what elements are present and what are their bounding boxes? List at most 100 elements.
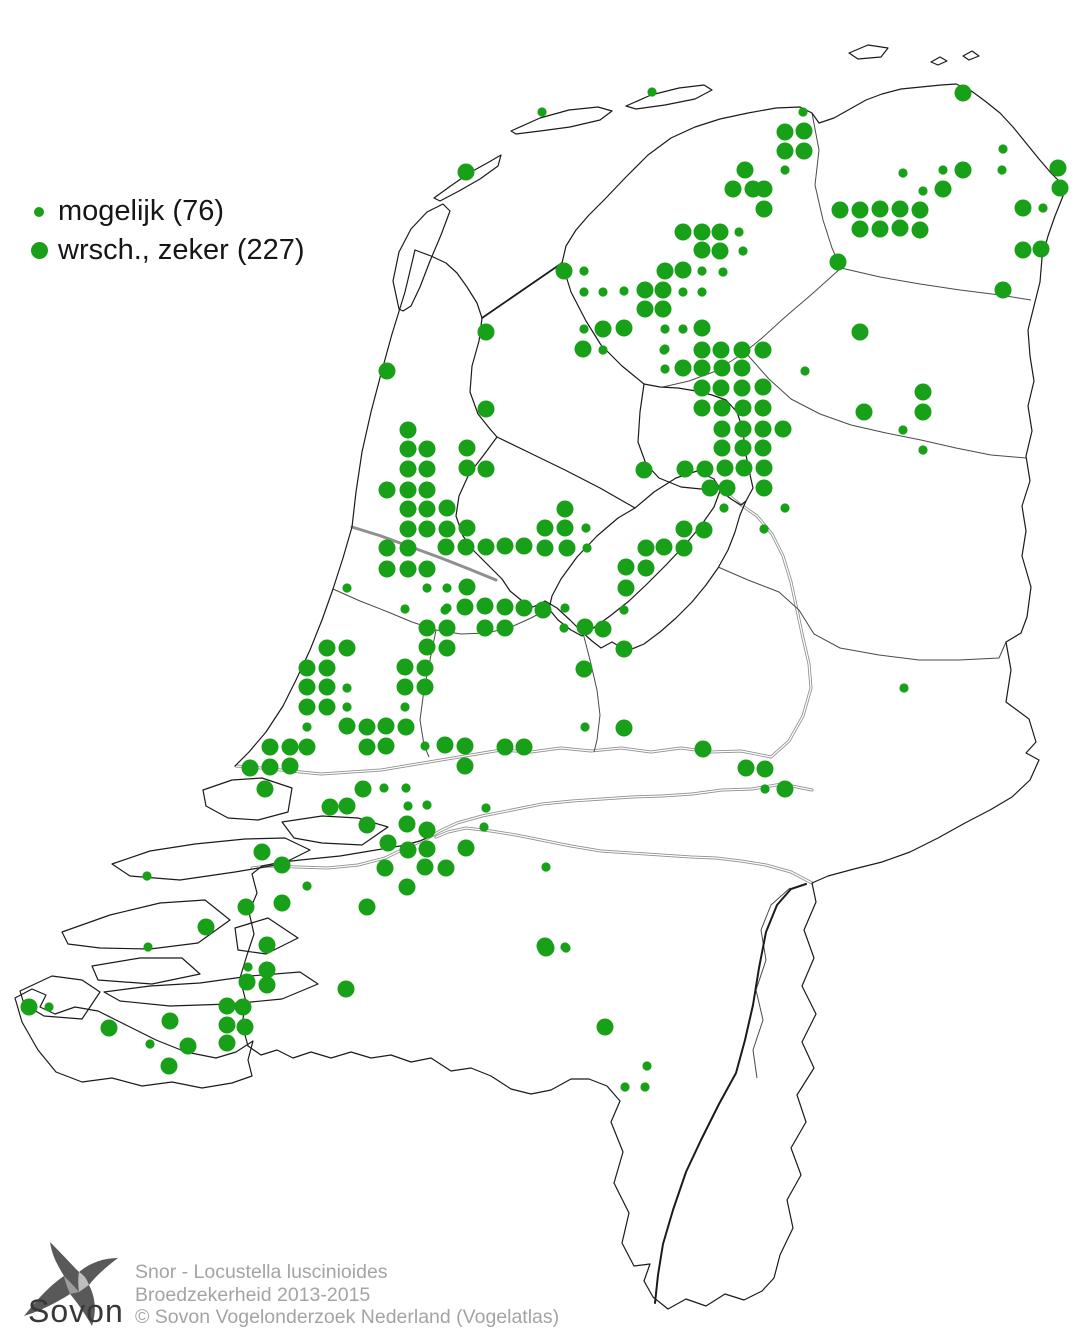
atlas-dot-wrsch-zeker bbox=[1049, 159, 1067, 177]
atlas-dot-mogelijk bbox=[44, 1002, 54, 1012]
atlas-dot-wrsch-zeker bbox=[712, 379, 730, 397]
atlas-dot-wrsch-zeker bbox=[615, 640, 633, 658]
atlas-dot-mogelijk bbox=[642, 1061, 652, 1071]
atlas-dot-wrsch-zeker bbox=[476, 597, 494, 615]
atlas-dot-wrsch-zeker bbox=[536, 539, 554, 557]
atlas-dot-wrsch-zeker bbox=[237, 898, 255, 916]
atlas-dot-mogelijk bbox=[620, 1082, 630, 1092]
atlas-dot-wrsch-zeker bbox=[713, 439, 731, 457]
atlas-dot-wrsch-zeker bbox=[477, 460, 495, 478]
atlas-dot-mogelijk bbox=[145, 1039, 155, 1049]
atlas-dot-wrsch-zeker bbox=[911, 201, 929, 219]
atlas-dot-wrsch-zeker bbox=[695, 521, 713, 539]
atlas-dot-mogelijk bbox=[580, 722, 590, 732]
atlas-dot-wrsch-zeker bbox=[298, 738, 316, 756]
atlas-dot-wrsch-zeker bbox=[693, 241, 711, 259]
atlas-dot-wrsch-zeker bbox=[675, 520, 693, 538]
atlas-dot-mogelijk bbox=[918, 445, 928, 455]
atlas-dot-wrsch-zeker bbox=[674, 359, 692, 377]
atlas-dot-wrsch-zeker bbox=[693, 379, 711, 397]
sovon-logo-text: Sovon bbox=[28, 1293, 124, 1329]
atlas-dot-wrsch-zeker bbox=[438, 639, 456, 657]
atlas-dot-mogelijk bbox=[598, 345, 608, 355]
atlas-dot-wrsch-zeker bbox=[615, 719, 633, 737]
atlas-dot-wrsch-zeker bbox=[379, 834, 397, 852]
atlas-dot-wrsch-zeker bbox=[855, 403, 873, 421]
atlas-dot-wrsch-zeker bbox=[218, 1034, 236, 1052]
atlas-dot-wrsch-zeker bbox=[418, 460, 436, 478]
coast-north-and-east-border bbox=[247, 83, 1064, 1310]
atlas-dot-mogelijk bbox=[619, 286, 629, 296]
atlas-dot-wrsch-zeker bbox=[418, 560, 436, 578]
coast-holland-west bbox=[234, 249, 416, 767]
atlas-dot-mogelijk bbox=[420, 741, 430, 751]
atlas-dot-mogelijk bbox=[579, 324, 589, 334]
atlas-dot-wrsch-zeker bbox=[258, 976, 276, 994]
atlas-dot-wrsch-zeker bbox=[160, 1057, 178, 1075]
atlas-dot-mogelijk bbox=[660, 324, 670, 334]
island-schiermonnikoog bbox=[848, 44, 889, 60]
atlas-dot-wrsch-zeker bbox=[676, 460, 694, 478]
atlas-dot-wrsch-zeker bbox=[337, 980, 355, 998]
atlas-dot-wrsch-zeker bbox=[636, 281, 654, 299]
island-goeree bbox=[111, 837, 311, 881]
atlas-dot-wrsch-zeker bbox=[755, 200, 773, 218]
atlas-dot-wrsch-zeker bbox=[576, 618, 594, 636]
atlas-dot-wrsch-zeker bbox=[20, 998, 38, 1016]
atlas-dot-mogelijk bbox=[719, 503, 729, 513]
atlas-dot-wrsch-zeker bbox=[437, 538, 455, 556]
atlas-dot-wrsch-zeker bbox=[734, 399, 752, 417]
atlas-dot-wrsch-zeker bbox=[234, 998, 252, 1016]
atlas-dot-wrsch-zeker bbox=[713, 420, 731, 438]
atlas-dot-wrsch-zeker bbox=[734, 420, 752, 438]
atlas-dot-wrsch-zeker bbox=[338, 639, 356, 657]
atlas-dot-mogelijk bbox=[640, 1082, 650, 1092]
atlas-dot-mogelijk bbox=[379, 783, 389, 793]
atlas-dot-wrsch-zeker bbox=[754, 439, 772, 457]
atlas-dot-wrsch-zeker bbox=[338, 797, 356, 815]
atlas-dot-wrsch-zeker bbox=[954, 161, 972, 179]
atlas-dot-wrsch-zeker bbox=[914, 403, 932, 421]
atlas-dot-mogelijk bbox=[422, 583, 432, 593]
atlas-dot-wrsch-zeker bbox=[456, 598, 474, 616]
atlas-dot-wrsch-zeker bbox=[298, 678, 316, 696]
atlas-dot-wrsch-zeker bbox=[776, 780, 794, 798]
atlas-dot-mogelijk bbox=[302, 722, 312, 732]
island-schouwen bbox=[61, 899, 231, 950]
atlas-dot-wrsch-zeker bbox=[754, 420, 772, 438]
atlas-dot-mogelijk bbox=[659, 345, 669, 355]
island-tholen bbox=[234, 917, 299, 955]
atlas-dot-wrsch-zeker bbox=[795, 142, 813, 160]
border-brabant-limburg bbox=[752, 887, 791, 1079]
atlas-dot-wrsch-zeker bbox=[1014, 199, 1032, 217]
atlas-dot-wrsch-zeker bbox=[674, 261, 692, 279]
atlas-dot-wrsch-zeker bbox=[1032, 240, 1050, 258]
atlas-dot-mogelijk bbox=[442, 583, 452, 593]
atlas-dot-mogelijk bbox=[718, 267, 728, 277]
atlas-dot-wrsch-zeker bbox=[418, 821, 436, 839]
atlas-dot-wrsch-zeker bbox=[338, 717, 356, 735]
legend-dot-large-icon bbox=[30, 242, 48, 259]
atlas-dot-wrsch-zeker bbox=[396, 658, 414, 676]
atlas-dot-wrsch-zeker bbox=[851, 201, 869, 219]
atlas-dot-mogelijk bbox=[918, 186, 928, 196]
atlas-dot-wrsch-zeker bbox=[754, 341, 772, 359]
atlas-dot-wrsch-zeker bbox=[693, 223, 711, 241]
atlas-dot-wrsch-zeker bbox=[281, 757, 299, 775]
atlas-dot-wrsch-zeker bbox=[637, 539, 655, 557]
atlas-dot-wrsch-zeker bbox=[515, 599, 533, 617]
atlas-dot-wrsch-zeker bbox=[594, 620, 612, 638]
atlas-dot-wrsch-zeker bbox=[261, 758, 279, 776]
atlas-dot-wrsch-zeker bbox=[496, 598, 514, 616]
atlas-dot-wrsch-zeker bbox=[458, 439, 476, 457]
atlas-dot-wrsch-zeker bbox=[378, 539, 396, 557]
footer-period-line: Broedzekerheid 2013-2015 bbox=[135, 1283, 371, 1306]
atlas-dot-wrsch-zeker bbox=[377, 737, 395, 755]
atlas-dot-wrsch-zeker bbox=[418, 619, 436, 637]
atlas-dot-mogelijk bbox=[582, 543, 592, 553]
atlas-dot-wrsch-zeker bbox=[456, 757, 474, 775]
atlas-dot-wrsch-zeker bbox=[438, 619, 456, 637]
atlas-dot-wrsch-zeker bbox=[458, 519, 476, 537]
legend: mogelijk (76) wrsch., zeker (227) bbox=[24, 192, 305, 270]
